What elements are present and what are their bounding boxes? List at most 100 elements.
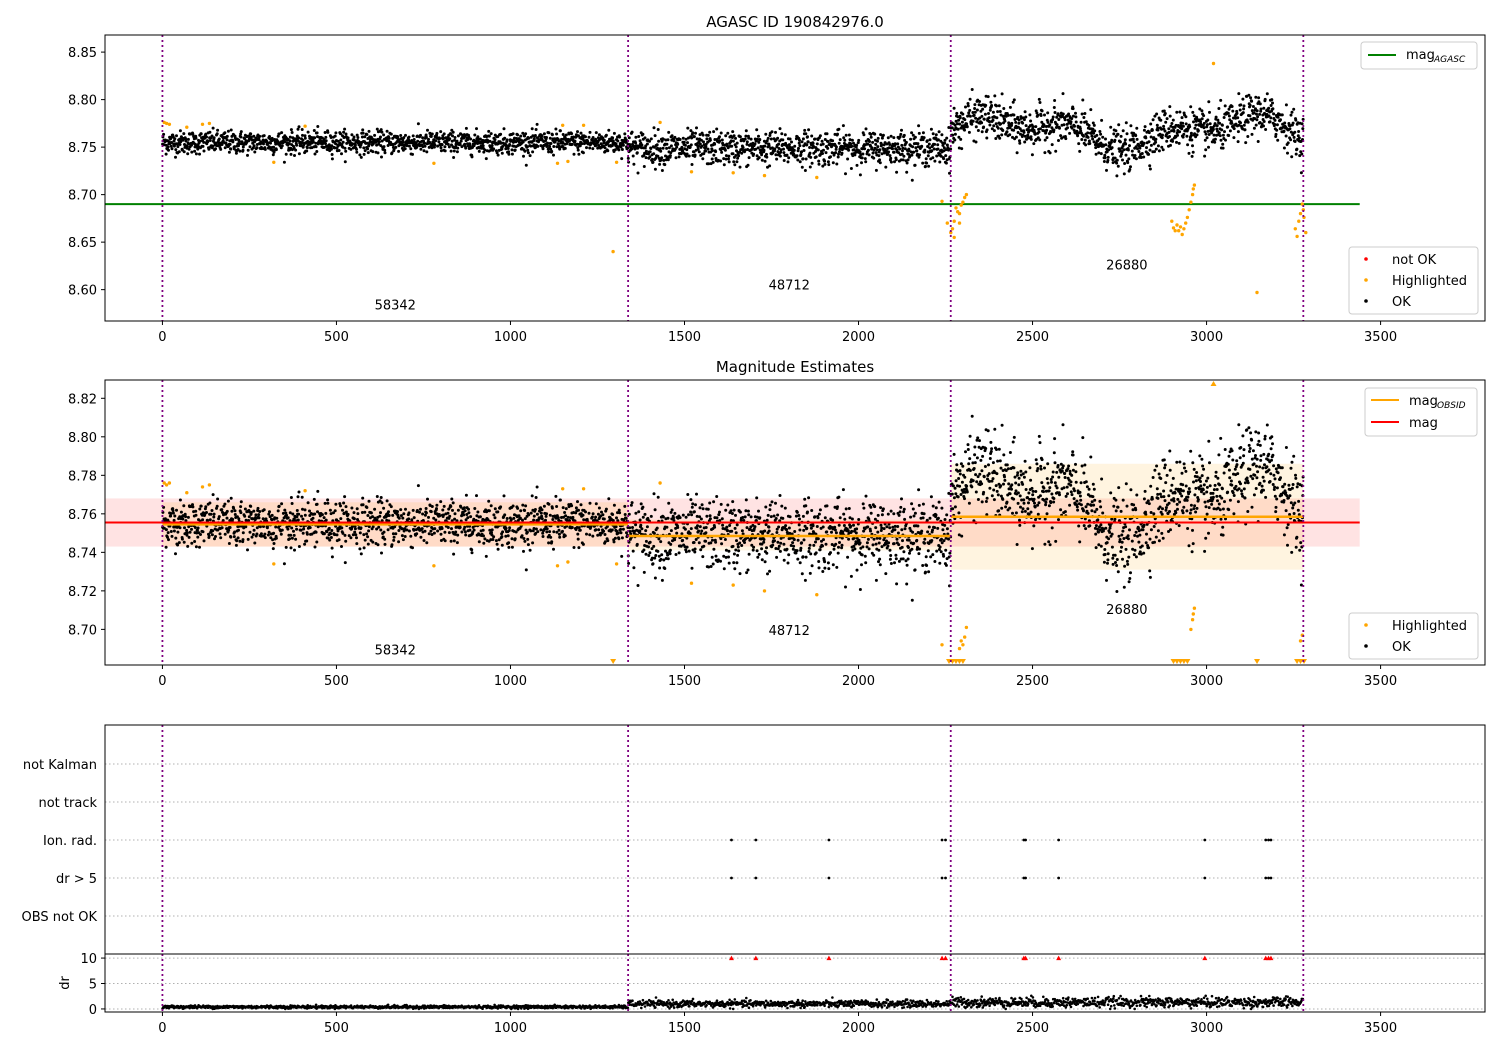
ok-point (822, 149, 825, 152)
ok-point (876, 140, 879, 143)
ok-point (384, 151, 387, 154)
ok-point (547, 150, 550, 153)
ok-point (450, 540, 453, 543)
ok-point (536, 145, 539, 148)
ok-point (536, 486, 539, 489)
ok-point (707, 134, 710, 137)
ok-point (450, 150, 453, 153)
ok-point (429, 530, 432, 533)
ok-point (1046, 136, 1049, 139)
ok-point (549, 137, 552, 140)
ok-point (1012, 129, 1015, 132)
agasc-ytick-label: 8.75 (68, 141, 97, 156)
ok-point (582, 514, 585, 517)
ok-point (235, 539, 238, 542)
highlighted-point (168, 123, 171, 126)
highlighted-point (953, 220, 956, 223)
ok-point (331, 555, 334, 558)
ok-point (600, 511, 603, 514)
ok-point (1024, 116, 1027, 119)
ok-point (291, 131, 294, 134)
ok-point (198, 508, 201, 511)
ok-point (359, 531, 362, 534)
ok-point (639, 519, 642, 522)
ok-point (384, 543, 387, 546)
ok-point (1014, 121, 1017, 124)
ok-point (431, 133, 434, 136)
ok-point (272, 146, 275, 149)
ok-point (761, 159, 764, 162)
ok-point (1212, 128, 1215, 131)
ok-point (803, 149, 806, 152)
ok-point (450, 527, 453, 530)
ok-point (380, 131, 383, 134)
ok-point (786, 154, 789, 157)
ok-point (295, 144, 298, 147)
ok-point (1068, 132, 1071, 135)
ok-point (798, 144, 801, 147)
ok-point (1293, 131, 1296, 134)
ok-point (531, 541, 534, 544)
ok-point (363, 135, 366, 138)
ok-point (732, 152, 735, 155)
obsid-label: 58342 (375, 299, 416, 314)
ok-point (1145, 146, 1148, 149)
ok-point (995, 122, 998, 125)
ok-point (693, 541, 696, 544)
ok-point (209, 139, 212, 142)
ok-point (644, 513, 647, 516)
ok-point (827, 140, 830, 143)
ok-point (890, 161, 893, 164)
ok-point (193, 540, 196, 543)
ok-point (889, 157, 892, 160)
ok-point (940, 133, 943, 136)
ok-point (705, 515, 708, 518)
ok-point (1046, 111, 1049, 114)
ok-point (942, 157, 945, 160)
ok-point (618, 511, 621, 514)
ok-point (1294, 119, 1297, 122)
ok-point (779, 155, 782, 158)
ok-point (325, 519, 328, 522)
ok-point (809, 166, 812, 169)
ok-point (921, 162, 924, 165)
ok-point (902, 155, 905, 158)
highlighted-point (1184, 221, 1187, 224)
ok-point (523, 540, 526, 543)
ok-point (1143, 129, 1146, 132)
ok-point (871, 141, 874, 144)
agasc-ytick-label: 8.70 (68, 189, 97, 204)
ok-point (281, 529, 284, 532)
ok-point (434, 139, 437, 142)
ok-point (682, 137, 685, 140)
ok-point (912, 151, 915, 154)
ok-point (626, 147, 629, 150)
ok-point (1088, 142, 1091, 145)
ok-point (841, 152, 844, 155)
ok-point (923, 136, 926, 139)
ok-point (433, 527, 436, 530)
ok-point (1149, 149, 1152, 152)
ok-point (607, 129, 610, 132)
ok-point (695, 493, 698, 496)
ok-point (239, 511, 242, 514)
ok-point (701, 503, 704, 506)
ok-point (548, 145, 551, 148)
ok-point (404, 535, 407, 538)
ok-point (1192, 120, 1195, 123)
ok-point (233, 145, 236, 148)
ok-point (171, 147, 174, 150)
ok-point (508, 143, 511, 146)
ok-point (653, 492, 656, 495)
ok-point (1216, 119, 1219, 122)
ok-point (1204, 139, 1207, 142)
ok-point (1287, 141, 1290, 144)
ok-point (889, 154, 892, 157)
ok-point (911, 145, 914, 148)
ok-point (173, 530, 176, 533)
ok-point (879, 161, 882, 164)
ok-point (224, 146, 227, 149)
ok-point (598, 507, 601, 510)
ok-point (1025, 124, 1028, 127)
ok-point (973, 114, 976, 117)
